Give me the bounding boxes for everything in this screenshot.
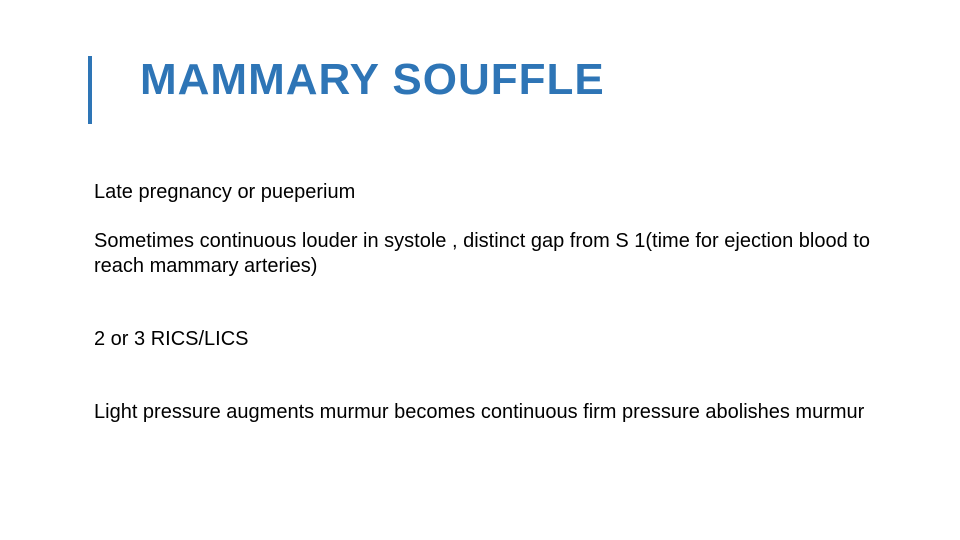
slide-title: MAMMARY SOUFFLE <box>140 56 605 124</box>
body-text: Late pregnancy or pueperium Sometimes co… <box>94 180 870 449</box>
paragraph: Late pregnancy or pueperium <box>94 180 870 205</box>
paragraph: Sometimes continuous louder in systole ,… <box>94 229 870 279</box>
accent-bar <box>88 56 92 124</box>
slide: MAMMARY SOUFFLE Late pregnancy or pueper… <box>0 0 960 540</box>
title-block: MAMMARY SOUFFLE <box>88 56 900 124</box>
paragraph: 2 or 3 RICS/LICS <box>94 327 870 352</box>
paragraph: Light pressure augments murmur becomes c… <box>94 400 870 425</box>
